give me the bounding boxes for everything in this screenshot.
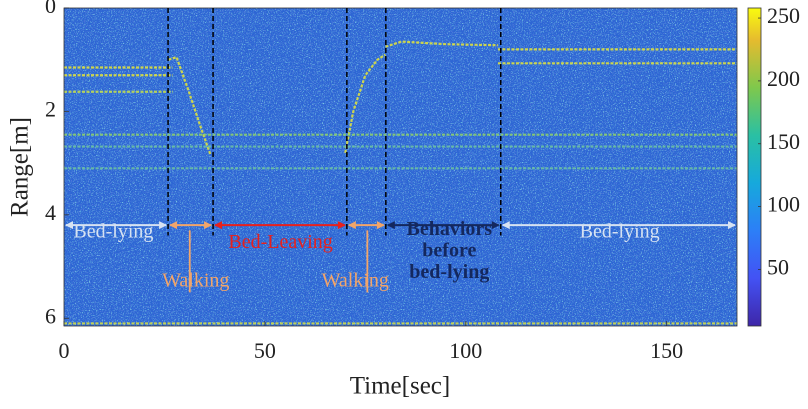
x-axis-label: Time[sec]	[350, 373, 450, 400]
colorbar-tick-label: 100	[767, 192, 800, 217]
arrow-head	[386, 221, 395, 230]
colorbar-tick-label: 200	[767, 66, 800, 91]
arrow-head	[376, 221, 385, 230]
trace	[168, 55, 212, 156]
heatmap-noise	[64, 8, 737, 326]
arrow-head	[65, 221, 73, 230]
y-tick-label: 0	[45, 0, 56, 18]
trace	[344, 53, 387, 153]
y-axis-label: Range[m]	[7, 117, 34, 217]
x-tick-label: 100	[449, 338, 482, 363]
y-tick-label: 6	[45, 303, 56, 328]
y-tick-label: 2	[45, 96, 56, 121]
arrow-head	[728, 221, 736, 230]
arrow-head	[337, 221, 346, 230]
arrow-head	[347, 221, 356, 230]
colorbar-tick-label: 150	[767, 129, 800, 154]
colorbar-tick-label: 50	[767, 254, 789, 279]
x-tick-label: 150	[650, 338, 683, 363]
arrow-head	[159, 221, 168, 230]
y-tick-label: 4	[45, 200, 56, 225]
arrow-head	[501, 221, 510, 230]
annotation: Behaviors	[407, 218, 493, 240]
annotation: Bed-Leaving	[228, 231, 332, 253]
annotation: before	[422, 240, 476, 262]
colorbar	[747, 7, 762, 327]
annotation: Walking	[322, 270, 389, 292]
x-tick-label: 50	[254, 338, 276, 363]
arrow-head	[491, 221, 500, 230]
annotation: Bed-lying	[73, 221, 153, 243]
arrow-head	[169, 221, 178, 230]
arrow-head	[214, 221, 223, 230]
plot-frame	[63, 7, 738, 327]
annotation: Bed-lying	[580, 221, 660, 243]
heatmap	[64, 8, 737, 326]
annotation: Walking	[162, 270, 229, 292]
colorbar-tick-label: 250	[767, 3, 800, 28]
x-tick-label: 0	[59, 338, 70, 363]
trace	[385, 40, 498, 48]
annotation: bed-lying	[409, 261, 489, 283]
arrow-head	[204, 221, 213, 230]
